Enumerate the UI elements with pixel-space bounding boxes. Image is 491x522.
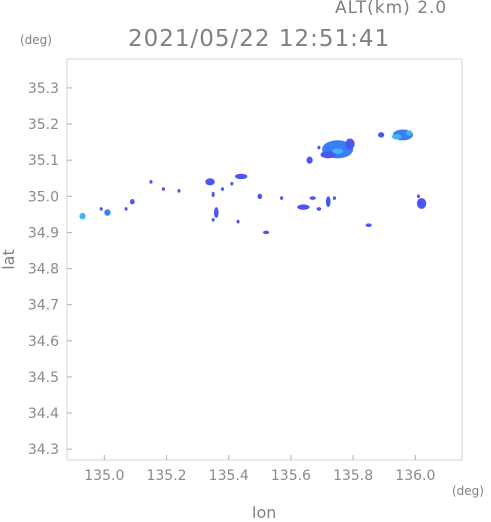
echo-mark bbox=[236, 219, 240, 224]
echo-mark bbox=[149, 180, 153, 184]
echo-mark bbox=[257, 193, 263, 199]
echo-mark bbox=[378, 132, 385, 138]
x-tick-label: 136.0 bbox=[395, 468, 435, 484]
echo-mark bbox=[320, 151, 337, 159]
y-tick-label: 35.3 bbox=[28, 81, 59, 97]
y-tick-label: 34.5 bbox=[28, 370, 59, 386]
echo-mark bbox=[124, 207, 128, 211]
echo-mark bbox=[213, 207, 219, 218]
x-tick-label: 135.4 bbox=[209, 468, 249, 484]
y-tick-label: 34.8 bbox=[28, 262, 59, 278]
echo-mark bbox=[325, 196, 331, 208]
echo-mark bbox=[129, 198, 135, 205]
echo-mark bbox=[99, 207, 103, 211]
echo-mark bbox=[104, 209, 111, 216]
plot-frame bbox=[66, 58, 463, 461]
echo-mark bbox=[332, 148, 344, 154]
echo-mark bbox=[297, 204, 310, 210]
y-tick-label: 34.9 bbox=[28, 225, 59, 241]
echo-mark bbox=[211, 191, 215, 198]
echo-mark bbox=[161, 187, 165, 191]
echo-layer bbox=[79, 129, 427, 235]
y-tick-label: 35.1 bbox=[28, 153, 59, 169]
x-tick-label: 135.2 bbox=[146, 468, 186, 484]
chart-title: 2021/05/22 12:51:41 bbox=[128, 26, 391, 52]
y-tick-label: 34.6 bbox=[28, 334, 59, 350]
echo-mark bbox=[177, 189, 181, 193]
x-unit-label: (deg) bbox=[452, 484, 484, 498]
echo-mark bbox=[79, 212, 86, 220]
echo-mark bbox=[234, 173, 248, 180]
x-axis-title: lon bbox=[252, 503, 277, 522]
echo-mark bbox=[220, 187, 225, 191]
y-tick-label: 34.3 bbox=[28, 442, 59, 458]
echo-mark bbox=[205, 178, 215, 186]
echo-mark bbox=[345, 138, 355, 150]
x-axis: 135.0 135.2 135.4 135.6 135.8 136.0 bbox=[84, 455, 435, 484]
echo-mark bbox=[365, 223, 372, 227]
y-tick-label: 35.2 bbox=[28, 117, 59, 133]
echo-mark bbox=[280, 196, 284, 200]
echo-mark bbox=[416, 198, 427, 209]
echo-mark bbox=[392, 133, 402, 140]
echo-mark bbox=[316, 207, 322, 211]
x-tick-label: 135.6 bbox=[271, 468, 311, 484]
y-axis: 34.3 34.4 34.5 34.6 34.7 34.8 34.9 35.0 35.1 35.2… bbox=[28, 81, 72, 458]
echo-mark bbox=[230, 181, 234, 186]
echo-mark bbox=[416, 194, 421, 199]
x-tick-label: 135.0 bbox=[84, 468, 124, 484]
y-tick-label: 35.0 bbox=[28, 189, 59, 205]
echo-mark bbox=[406, 130, 413, 136]
echo-mark bbox=[211, 217, 215, 222]
echo-mark bbox=[317, 145, 321, 150]
altitude-label: ALT(km) 2.0 bbox=[335, 0, 448, 18]
echo-mark bbox=[309, 196, 316, 200]
echo-mark bbox=[262, 230, 270, 235]
x-tick-label: 135.8 bbox=[333, 468, 373, 484]
echo-mark bbox=[332, 196, 337, 200]
y-tick-label: 34.4 bbox=[28, 406, 59, 422]
y-tick-label: 34.7 bbox=[28, 298, 59, 314]
y-unit-label: (deg) bbox=[20, 33, 52, 47]
echo-mark bbox=[306, 156, 313, 164]
